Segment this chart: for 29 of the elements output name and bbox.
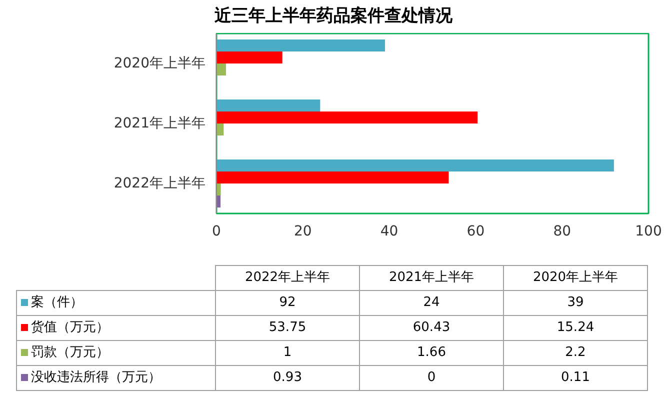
data-label: 24 — [360, 290, 504, 316]
chart-title: 近三年上半年药品案件查处情况 — [214, 5, 454, 28]
data-label: 0 — [360, 366, 504, 390]
x-tick-label: 80 — [553, 224, 572, 240]
data-label: 53.75 — [216, 316, 360, 340]
data-label: 0.11 — [504, 366, 648, 390]
y-tick-label: 2021年上半年 — [114, 116, 206, 132]
y-tick-label: 2020年上半年 — [114, 56, 206, 72]
category-label: 2022年上半年 — [216, 266, 360, 290]
legend-label: 案（件） — [16, 290, 216, 316]
data-label: 0.93 — [216, 366, 360, 390]
x-tick-label: 0 — [212, 224, 221, 240]
data-label: 92 — [216, 290, 360, 316]
data-label: 39 — [504, 290, 648, 316]
legend-label: 没收违法所得（万元） — [16, 366, 216, 390]
legend-label: 货值（万元） — [16, 316, 216, 340]
data-label: 2.2 — [504, 340, 648, 366]
data-label: 15.24 — [504, 316, 648, 340]
data-label: 60.43 — [360, 316, 504, 340]
x-tick-label: 40 — [380, 224, 398, 240]
x-tick-label: 20 — [294, 224, 312, 240]
category-label: 2020年上半年 — [504, 266, 648, 290]
x-tick-label: 60 — [466, 224, 485, 240]
y-tick-label: 2022年上半年 — [114, 176, 206, 192]
category-label: 2021年上半年 — [360, 266, 504, 290]
data-label: 1 — [216, 340, 360, 366]
x-tick-label: 100 — [635, 224, 662, 240]
legend-label: 罚款（万元） — [16, 340, 216, 366]
data-label: 1.66 — [360, 340, 504, 366]
